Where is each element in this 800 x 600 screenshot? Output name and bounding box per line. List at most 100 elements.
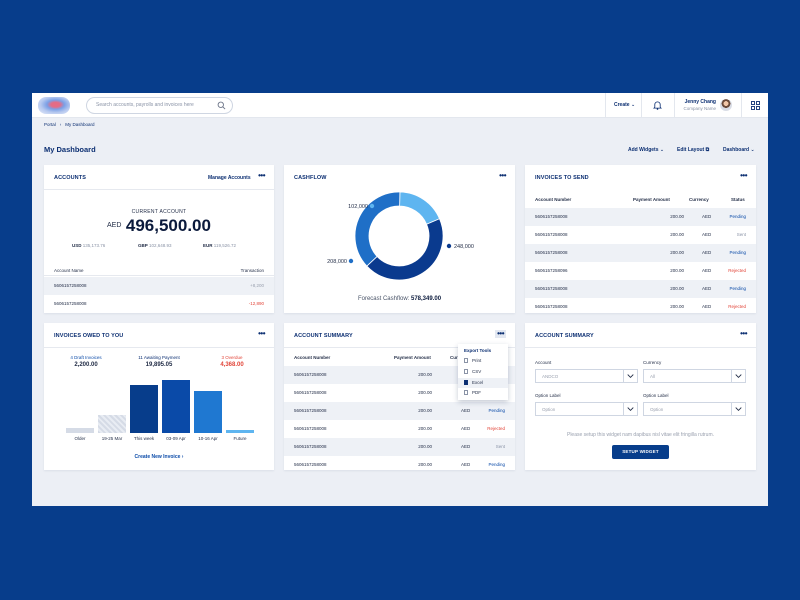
payment-amount: 200.00: [670, 232, 684, 237]
fx-currency: EUR: [203, 243, 213, 248]
more-options-icon[interactable]: •••: [740, 329, 747, 338]
account-label: Account: [535, 360, 552, 365]
fx-currency: GBP: [138, 243, 148, 248]
more-options-icon[interactable]: •••: [740, 171, 747, 180]
currency: AED: [461, 462, 471, 467]
account-number: 5606157258008: [535, 286, 568, 291]
edit-layout-button[interactable]: Edit Layout ⧉: [677, 147, 709, 153]
stat-awaiting-label[interactable]: 11 Awaiting Payment: [138, 355, 180, 360]
forecast-cashflow: Forecast Cashflow: 578,349.00: [284, 296, 515, 302]
currency-select[interactable]: All: [643, 369, 746, 383]
status: Sent: [736, 232, 746, 237]
bar-03-09-apr[interactable]: [162, 380, 190, 433]
col-status: Status: [731, 197, 745, 202]
menu-item-pdf[interactable]: PDF: [464, 390, 481, 396]
table-row[interactable]: 5606157258008 200.00 AED Sent: [525, 226, 756, 244]
page-title: My Dashboard: [44, 145, 96, 154]
company-logo[interactable]: [38, 97, 70, 114]
dashboard-dropdown[interactable]: Dashboard ⌄: [723, 147, 755, 153]
table-header: Account Number Payment Amount Currency S…: [525, 197, 756, 207]
option-select-2[interactable]: Option: [643, 402, 746, 416]
account-number: 5606157258096: [535, 268, 568, 273]
currency: AED: [702, 250, 712, 255]
more-options-icon[interactable]: •••: [258, 171, 265, 180]
divider: [605, 93, 606, 118]
create-button[interactable]: Create ⌄: [614, 102, 635, 108]
bar-19-25-mar[interactable]: [98, 415, 126, 433]
table-row[interactable]: 5606157258008 200.00 AED Pending: [525, 244, 756, 262]
donut-slice-1[interactable]: [399, 191, 441, 225]
table-row[interactable]: 5606157258008 200.00 AED Pending: [284, 402, 515, 420]
slice-value-label: 248,000: [454, 244, 474, 250]
bar-this-week[interactable]: [130, 385, 158, 433]
legend-dot: [348, 258, 354, 264]
chevron-down-icon: ⌄: [750, 147, 755, 153]
manage-accounts-link[interactable]: Manage Accounts: [208, 175, 251, 181]
x-tick-label: 03-09 Apr: [166, 436, 186, 441]
table-row[interactable]: 5606157258008 200.00 AED Pending: [525, 280, 756, 298]
currency-code: AED: [107, 222, 122, 229]
table-row[interactable]: 5606157258008 -12,890: [44, 295, 274, 313]
layout-icon: ⧉: [705, 147, 710, 153]
setup-widget-button[interactable]: SETUP WIDGET: [612, 445, 669, 459]
invoices-owed-card: INVOICES OWED TO YOU ••• 4 Draft Invoice…: [44, 323, 274, 470]
fx-gbp: GBP 102,648.93: [138, 243, 172, 248]
card-title: INVOICES OWED TO YOU: [54, 333, 124, 339]
stat-draft-value: 2,200.00: [74, 362, 98, 368]
menu-label: Excel: [472, 380, 484, 385]
menu-item-csv[interactable]: CSV: [464, 369, 481, 375]
account-select[interactable]: ANDCO: [535, 369, 638, 383]
donut-slice-2[interactable]: [366, 218, 444, 281]
table-row[interactable]: 5606157258008 +8,200: [44, 277, 274, 295]
cashflow-card: CASHFLOW ••• 102,000 248,000 208,000 Forec…: [284, 165, 515, 313]
stat-overdue-label[interactable]: 3 Overdue: [221, 355, 243, 360]
payment-amount: 200.00: [418, 372, 432, 377]
chevron-right-icon: ›: [59, 122, 62, 127]
menu-item-print[interactable]: Print: [464, 358, 482, 364]
currency: AED: [461, 408, 471, 413]
table-row[interactable]: 5606157258008 200.00 AED Rejected: [525, 298, 756, 316]
account-name: 5606157258008: [54, 301, 87, 306]
bar-older[interactable]: [66, 428, 94, 433]
table-row[interactable]: 5606157258008 200.00 AED Rejected: [284, 420, 515, 438]
payment-amount: 200.00: [670, 214, 684, 219]
stat-draft-label[interactable]: 4 Draft Invoices: [70, 355, 102, 360]
table-row[interactable]: 5606157258008 200.00 AED Sent: [284, 438, 515, 456]
create-new-invoice-link[interactable]: Create New Invoice ›: [44, 454, 274, 460]
payment-amount: 200.00: [418, 408, 432, 413]
option-select-1[interactable]: Option: [535, 402, 638, 416]
bar-future[interactable]: [226, 430, 254, 433]
search-icon[interactable]: [217, 101, 226, 110]
table-row[interactable]: 5606157258008 200.00 AED Pending: [284, 456, 515, 474]
pdf-file-icon: [464, 390, 468, 396]
breadcrumb-portal[interactable]: Portal: [44, 122, 56, 127]
bell-icon[interactable]: [653, 100, 662, 110]
table-row[interactable]: 5606157258096 200.00 AED Rejected: [525, 262, 756, 280]
legend-dot: [369, 203, 375, 209]
more-options-icon[interactable]: •••: [495, 329, 506, 338]
apps-grid-icon[interactable]: [751, 101, 760, 110]
account-number: 5606157258008: [535, 304, 568, 309]
user-name[interactable]: Jenny Chang: [684, 99, 716, 105]
table-row[interactable]: 5606157258008 200.00 AED Pending: [525, 208, 756, 226]
status: Pending: [729, 250, 746, 255]
avatar[interactable]: [720, 99, 732, 111]
menu-label: Print: [472, 358, 482, 363]
more-options-icon[interactable]: •••: [499, 171, 506, 180]
add-widgets-button[interactable]: Add Widgets ⌄: [628, 147, 664, 153]
search-placeholder: Search accounts, payrolls and invoices h…: [96, 102, 194, 108]
menu-item-excel[interactable]: Excel: [464, 380, 484, 386]
edit-layout-label: Edit Layout: [677, 147, 705, 153]
print-icon: [464, 358, 468, 364]
col-currency: Curr: [450, 355, 460, 360]
more-options-icon[interactable]: •••: [258, 329, 265, 338]
transaction-value: +8,200: [250, 283, 264, 288]
chevron-down-icon: ⌄: [630, 102, 636, 108]
select-value: Option: [542, 407, 556, 412]
bar-10-16-apr[interactable]: [194, 391, 222, 433]
accounts-card: ACCOUNTS Manage Accounts ••• CURRENT ACC…: [44, 165, 274, 313]
donut-slice-3[interactable]: [354, 191, 401, 267]
account-number: 5606157258008: [294, 390, 327, 395]
search-input[interactable]: Search accounts, payrolls and invoices h…: [86, 97, 233, 114]
currency: AED: [702, 304, 712, 309]
